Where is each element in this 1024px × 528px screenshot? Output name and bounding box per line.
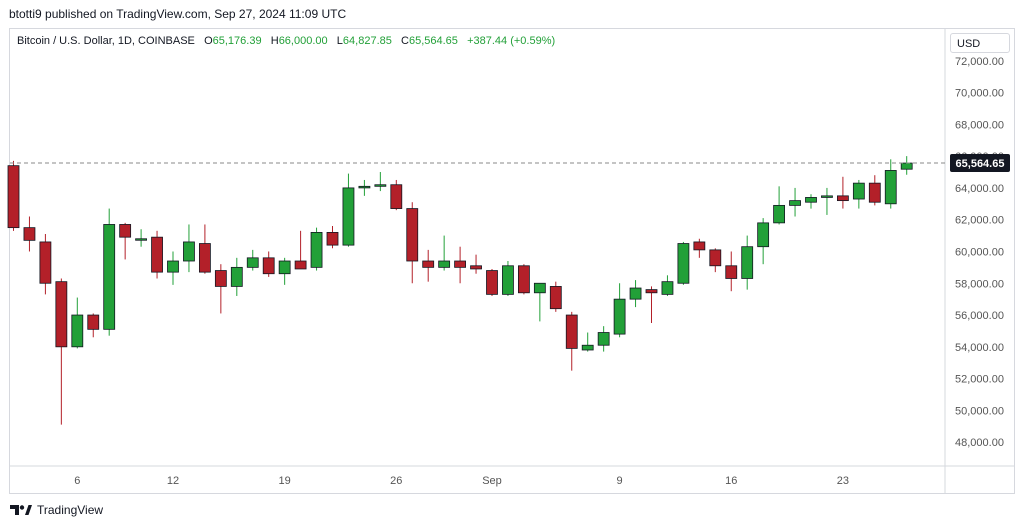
candle-down (119, 224, 132, 238)
candle-up (167, 260, 179, 273)
tradingview-logo[interactable]: TradingView (10, 503, 103, 517)
y-tick-label: 60,000.00 (955, 246, 1004, 258)
candle-up (789, 200, 801, 206)
y-tick-label: 54,000.00 (955, 342, 1004, 354)
y-tick-label: 72,000.00 (955, 56, 1004, 68)
candle-up (358, 185, 371, 189)
candle-up (852, 182, 865, 200)
candle-up (805, 197, 817, 203)
candle-down (693, 241, 706, 251)
candle-up (773, 204, 785, 224)
candle-down (326, 232, 339, 246)
brand-name: TradingView (37, 503, 104, 517)
currency-button[interactable]: USD (950, 33, 1010, 53)
candle-down (390, 184, 403, 209)
close-label: C (401, 35, 409, 47)
y-tick-label: 48,000.00 (955, 437, 1004, 449)
x-tick-label: 19 (279, 475, 291, 487)
candle-up (502, 265, 514, 295)
low-label: L (336, 35, 343, 47)
candle-down (214, 270, 227, 287)
candle-down (422, 260, 435, 268)
candle-up (884, 170, 897, 205)
candle-up (310, 232, 323, 268)
y-tick-label: 70,000.00 (955, 88, 1004, 100)
candle-up (533, 282, 546, 294)
candle-down (454, 260, 467, 268)
candle-up (581, 344, 594, 351)
x-tick-label: 23 (837, 475, 849, 487)
candle-up (661, 281, 674, 295)
candle-up (821, 195, 833, 198)
candle-up (230, 266, 243, 287)
x-tick-label: 9 (617, 475, 623, 487)
candle-down (518, 265, 530, 294)
candle-down (645, 289, 658, 294)
candle-down (198, 243, 211, 273)
candle-down (709, 249, 722, 267)
candle-down (294, 260, 307, 270)
high-label: H (270, 35, 279, 47)
candle-down (549, 286, 562, 310)
candle-up (597, 332, 610, 346)
y-tick-label: 62,000.00 (955, 215, 1004, 227)
last-price-label: 65,564.65 (956, 158, 1005, 170)
y-tick-label: 56,000.00 (955, 310, 1004, 322)
candle-up (103, 224, 116, 330)
y-tick-label: 68,000.00 (955, 119, 1004, 131)
candle-down (486, 270, 498, 295)
x-tick-label: 26 (390, 475, 402, 487)
open-label: O (204, 35, 213, 47)
publisher-line: btotti9 published on TradingView.com, Se… (9, 7, 347, 21)
symbol-name: Bitcoin / U.S. Dollar, 1D, COINBASE (17, 35, 195, 47)
candle-down (55, 281, 68, 348)
candle-up (900, 162, 913, 170)
high-value: 66,000.00 (278, 35, 328, 47)
candle-up (613, 298, 626, 335)
x-tick-label: 6 (74, 475, 80, 487)
candle-up (246, 257, 259, 268)
y-tick-label: 58,000.00 (955, 278, 1004, 290)
x-tick-label: 12 (167, 475, 179, 487)
candle-up (71, 314, 84, 348)
candle-down (7, 165, 20, 229)
candle-up (278, 260, 291, 275)
candle-up (183, 241, 195, 262)
candle-up (677, 243, 690, 284)
chart-frame[interactable] (9, 28, 1015, 494)
candle-down (39, 241, 52, 284)
candle-up (629, 287, 642, 300)
close-value: 65,564.65 (408, 35, 458, 47)
open-value: 65,176.39 (212, 35, 262, 47)
candle-down (725, 265, 738, 279)
candle-down (151, 236, 163, 273)
x-tick-label: Sep (482, 475, 502, 487)
x-tick-label: 16 (725, 475, 737, 487)
candle-down (837, 195, 849, 202)
candle-up (741, 246, 754, 279)
change-value: +387.44 (+0.59%) (467, 35, 556, 47)
y-tick-label: 50,000.00 (955, 405, 1004, 417)
candle-up (374, 184, 387, 187)
symbol-legend: Bitcoin / U.S. Dollar, 1D, COINBASE O65,… (17, 35, 555, 47)
candle-up (135, 238, 148, 241)
tradingview-icon (10, 505, 32, 515)
candle-up (438, 260, 451, 268)
candle-up (342, 187, 355, 246)
y-tick-label: 64,000.00 (955, 183, 1004, 195)
candle-down (565, 314, 578, 349)
candle-down (470, 265, 482, 270)
candle-down (868, 182, 881, 203)
y-tick-label: 52,000.00 (955, 374, 1004, 386)
candle-up (757, 222, 770, 248)
candle-down (23, 227, 36, 241)
candle-down (262, 257, 275, 275)
low-value: 64,827.85 (342, 35, 392, 47)
candle-down (406, 208, 419, 262)
last-price-badge (950, 154, 1010, 173)
candle-down (87, 314, 100, 330)
